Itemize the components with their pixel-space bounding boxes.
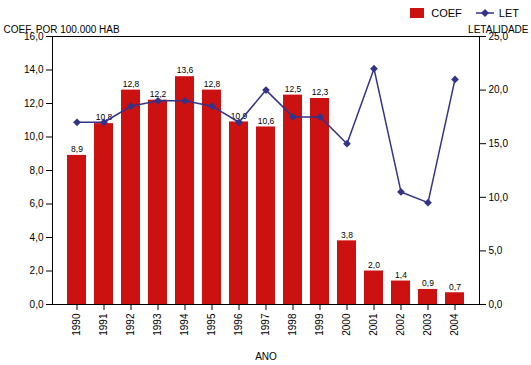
svg-text:10,8: 10,8 — [95, 112, 113, 123]
svg-text:2,0: 2,0 — [368, 260, 380, 270]
svg-text:COEF. POR 100.000 HAB: COEF. POR 100.000 HAB — [4, 24, 120, 35]
svg-text:14,0: 14,0 — [24, 64, 44, 75]
svg-text:12,2: 12,2 — [149, 88, 167, 99]
html-text:COEF: COEF — [431, 7, 462, 19]
svg-text:12,3: 12,3 — [312, 87, 329, 97]
svg-text:10,9: 10,9 — [230, 110, 248, 121]
svg-text:1991: 1991 — [98, 313, 109, 336]
svg-text:1,4: 1,4 — [395, 270, 407, 280]
svg-text:2001: 2001 — [368, 313, 379, 336]
svg-text:15,0: 15,0 — [489, 138, 509, 149]
svg-text:1999: 1999 — [314, 313, 325, 336]
svg-text:0,7: 0,7 — [449, 281, 461, 291]
svg-text:16,0: 16,0 — [24, 30, 44, 42]
svg-text:1992: 1992 — [125, 313, 136, 336]
svg-text:2003: 2003 — [422, 313, 433, 336]
svg-text:2000: 2000 — [341, 313, 352, 336]
svg-text:0,0: 0,0 — [30, 299, 44, 310]
svg-text:12,5: 12,5 — [285, 84, 302, 94]
svg-text:10,0: 10,0 — [24, 131, 44, 142]
svg-text:2,0: 2,0 — [30, 265, 44, 276]
svg-text:1997: 1997 — [260, 313, 271, 336]
svg-text:0,0: 0,0 — [489, 299, 503, 310]
svg-text:10,0: 10,0 — [489, 192, 509, 203]
svg-text:1994: 1994 — [179, 313, 190, 336]
svg-text:3,8: 3,8 — [341, 230, 353, 240]
svg-text:1993: 1993 — [152, 313, 163, 336]
svg-text:12,0: 12,0 — [24, 98, 44, 109]
svg-text:1995: 1995 — [206, 313, 217, 336]
svg-text:ANO: ANO — [255, 351, 277, 362]
svg-text:10,6: 10,6 — [258, 116, 275, 126]
svg-text:1990: 1990 — [71, 313, 82, 336]
svg-text:0,9: 0,9 — [422, 278, 434, 288]
svg-text:25,0: 25,0 — [488, 30, 508, 42]
svg-text:6,0: 6,0 — [30, 198, 44, 209]
svg-text:LETALIDADE: LETALIDADE — [468, 24, 529, 35]
svg-text:1998: 1998 — [287, 313, 298, 336]
svg-text:2004: 2004 — [449, 313, 460, 336]
svg-text:8,0: 8,0 — [30, 165, 44, 176]
svg-text:12,8: 12,8 — [204, 79, 221, 89]
svg-text:8,9: 8,9 — [71, 144, 83, 154]
svg-text:20,0: 20,0 — [489, 84, 509, 95]
svg-text:2002: 2002 — [395, 313, 406, 336]
svg-text:1996: 1996 — [233, 313, 244, 336]
svg-text:13,6: 13,6 — [177, 65, 194, 75]
svg-text:12,8: 12,8 — [123, 79, 140, 89]
svg-text:4,0: 4,0 — [30, 232, 44, 243]
svg-text:5,0: 5,0 — [489, 245, 503, 256]
html-text:LET: LET — [498, 7, 519, 19]
